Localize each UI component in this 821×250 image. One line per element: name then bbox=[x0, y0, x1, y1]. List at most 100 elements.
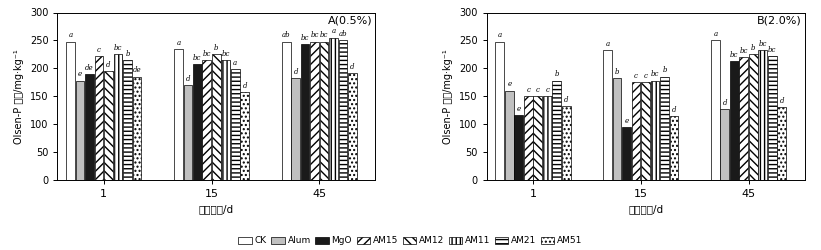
Bar bbox=[543, 96, 552, 180]
Bar bbox=[562, 106, 571, 180]
Text: bc: bc bbox=[301, 34, 310, 42]
Text: bc: bc bbox=[768, 46, 777, 54]
Text: e: e bbox=[78, 70, 82, 78]
Bar bbox=[505, 91, 514, 180]
Text: d: d bbox=[564, 96, 568, 104]
X-axis label: 培养时间/d: 培养时间/d bbox=[628, 204, 663, 214]
Text: B(2.0%): B(2.0%) bbox=[757, 16, 801, 26]
Text: A(0.5%): A(0.5%) bbox=[328, 16, 372, 26]
Text: bc: bc bbox=[320, 31, 328, 39]
Text: b: b bbox=[126, 50, 130, 58]
Text: d: d bbox=[106, 61, 111, 69]
Bar bbox=[660, 77, 669, 180]
Text: b: b bbox=[663, 66, 667, 74]
Text: bc: bc bbox=[193, 54, 201, 62]
Bar bbox=[241, 92, 249, 180]
Bar bbox=[113, 54, 122, 180]
Text: e: e bbox=[507, 80, 511, 88]
Text: bc: bc bbox=[740, 47, 748, 55]
Text: c: c bbox=[545, 86, 549, 94]
Bar bbox=[203, 60, 211, 180]
Text: de: de bbox=[85, 64, 94, 72]
Text: a: a bbox=[233, 59, 237, 67]
Bar bbox=[603, 50, 612, 180]
Bar bbox=[730, 61, 739, 180]
Bar bbox=[534, 96, 542, 180]
Text: c: c bbox=[97, 46, 101, 54]
Bar bbox=[76, 80, 85, 180]
Text: bc: bc bbox=[730, 51, 739, 59]
Bar bbox=[515, 115, 523, 180]
Text: a: a bbox=[177, 38, 181, 46]
Bar bbox=[282, 42, 291, 180]
Text: b: b bbox=[214, 44, 218, 52]
Text: e: e bbox=[516, 105, 521, 113]
Y-axis label: Olsen-P 含量/mg·kg⁻¹: Olsen-P 含量/mg·kg⁻¹ bbox=[443, 49, 453, 144]
Text: d: d bbox=[186, 75, 190, 83]
Bar bbox=[174, 49, 183, 180]
Legend: CK, Alum, MgO, AM15, AM12, AM11, AM21, AM51: CK, Alum, MgO, AM15, AM12, AM11, AM21, A… bbox=[238, 236, 583, 246]
Text: bc: bc bbox=[114, 44, 122, 52]
Bar bbox=[184, 85, 192, 180]
X-axis label: 培养时间/d: 培养时间/d bbox=[199, 204, 234, 214]
Bar bbox=[553, 80, 561, 180]
Text: a: a bbox=[69, 31, 73, 39]
Bar bbox=[777, 108, 786, 180]
Bar bbox=[622, 127, 631, 180]
Bar bbox=[222, 60, 230, 180]
Bar bbox=[768, 56, 777, 180]
Bar bbox=[711, 40, 720, 180]
Bar bbox=[670, 116, 678, 180]
Text: d: d bbox=[293, 68, 298, 76]
Text: c: c bbox=[526, 86, 530, 94]
Bar bbox=[495, 42, 504, 180]
Bar bbox=[631, 82, 640, 180]
Text: e: e bbox=[625, 117, 629, 125]
Text: bc: bc bbox=[651, 70, 659, 78]
Bar bbox=[123, 60, 132, 180]
Text: d: d bbox=[351, 62, 355, 70]
Text: b: b bbox=[615, 68, 619, 76]
Text: b: b bbox=[554, 70, 559, 78]
Bar bbox=[212, 54, 221, 180]
Bar bbox=[94, 56, 103, 180]
Text: c: c bbox=[644, 72, 648, 80]
Text: a: a bbox=[332, 28, 336, 36]
Bar bbox=[721, 109, 729, 180]
Text: b: b bbox=[751, 44, 755, 52]
Bar bbox=[524, 96, 533, 180]
Bar bbox=[85, 74, 94, 180]
Text: a: a bbox=[713, 30, 718, 38]
Text: bc: bc bbox=[203, 50, 211, 58]
Bar bbox=[133, 77, 141, 180]
Text: d: d bbox=[779, 97, 784, 105]
Text: bc: bc bbox=[222, 50, 230, 58]
Text: a: a bbox=[606, 40, 610, 48]
Bar bbox=[319, 42, 328, 180]
Text: d: d bbox=[722, 99, 727, 107]
Bar bbox=[749, 54, 758, 180]
Bar bbox=[339, 40, 347, 180]
Text: bc: bc bbox=[310, 31, 319, 39]
Bar bbox=[759, 50, 767, 180]
Bar bbox=[650, 80, 659, 180]
Bar bbox=[329, 38, 338, 180]
Text: ab: ab bbox=[339, 30, 347, 38]
Bar bbox=[310, 42, 319, 180]
Bar bbox=[641, 82, 650, 180]
Text: c: c bbox=[634, 72, 638, 80]
Text: d: d bbox=[242, 82, 247, 90]
Bar bbox=[104, 71, 113, 180]
Bar bbox=[67, 42, 75, 180]
Text: a: a bbox=[498, 31, 502, 39]
Bar bbox=[740, 57, 748, 180]
Text: ab: ab bbox=[282, 31, 291, 39]
Bar bbox=[348, 73, 357, 180]
Y-axis label: Olsen-P 含量/mg·kg⁻¹: Olsen-P 含量/mg·kg⁻¹ bbox=[14, 49, 25, 144]
Bar bbox=[612, 78, 621, 180]
Bar bbox=[300, 44, 310, 180]
Text: c: c bbox=[536, 86, 539, 94]
Text: d: d bbox=[672, 106, 677, 114]
Text: bc: bc bbox=[759, 40, 767, 48]
Bar bbox=[291, 78, 300, 180]
